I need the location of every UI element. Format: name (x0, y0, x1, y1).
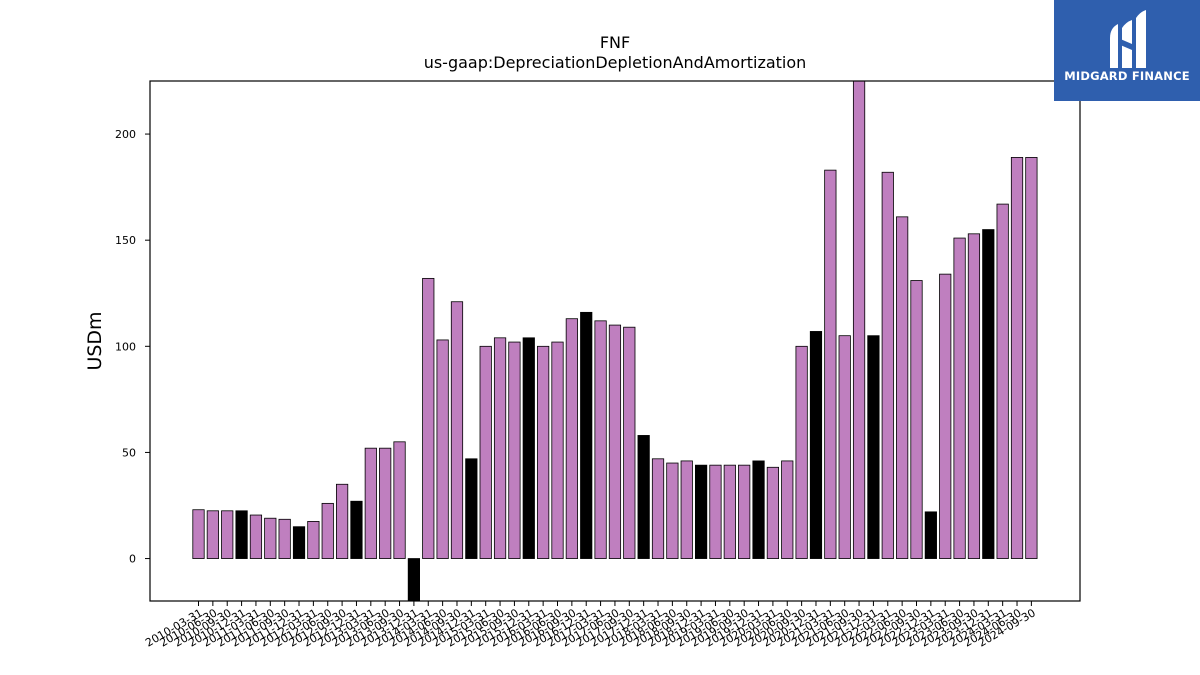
chart-title: FNF (600, 33, 630, 52)
x-axis-ticks: 2010-03-312010-06-302010-09-302010-12-31… (143, 601, 1038, 650)
bar-2021-12-31 (867, 335, 880, 559)
bar-2014-06-30 (436, 339, 449, 559)
bar-2013-06-30 (379, 447, 392, 559)
bar-2013-09-30 (393, 441, 406, 559)
bar-2011-03-31 (249, 514, 263, 559)
bar-2023-03-31 (939, 273, 952, 559)
bar-2011-12-31 (292, 526, 306, 559)
bar-2015-06-30 (493, 337, 507, 559)
bar-2024-06-30 (1010, 157, 1024, 559)
chart-subtitle: us-gaap:DepreciationDepletionAndAmortiza… (424, 53, 807, 72)
bar-2016-03-31 (537, 345, 550, 559)
bar-2020-09-30 (795, 345, 808, 559)
bar-2014-12-31 (465, 458, 478, 559)
brand-logo-mark-icon (1110, 10, 1146, 68)
bar-2019-09-30 (738, 464, 751, 559)
bar-2010-06-30 (206, 510, 219, 559)
bar-2023-09-30 (967, 233, 981, 559)
bar-2022-03-31 (881, 171, 894, 559)
bar-2015-09-30 (508, 341, 521, 559)
bar-2017-06-30 (608, 324, 622, 559)
brand-logo-text: MIDGARD FINANCE (1064, 69, 1190, 83)
bar-2022-06-30 (896, 216, 909, 559)
bar-2022-09-30 (910, 280, 923, 559)
y-tick-label: 200 (115, 128, 136, 141)
plot-frame (149, 80, 1081, 602)
bar-2021-06-30 (838, 335, 851, 559)
bar-2013-12-31 (407, 558, 421, 602)
bar-2015-12-31 (522, 337, 535, 559)
bar-2013-03-31 (364, 447, 377, 559)
bar-2022-12-31 (924, 511, 937, 559)
bar-2012-12-31 (350, 500, 363, 559)
bar-2018-03-31 (651, 458, 665, 559)
bars-group (192, 80, 1038, 602)
y-tick-label: 0 (129, 553, 136, 566)
bar-2014-03-31 (422, 277, 435, 559)
bar-2014-09-30 (450, 301, 464, 559)
bar-2011-09-30 (278, 518, 291, 559)
y-tick-label: 150 (115, 234, 136, 247)
bar-2023-12-31 (982, 229, 995, 559)
bar-2012-09-30 (335, 483, 349, 559)
y-axis-label: USDm (84, 311, 106, 370)
bar-2016-09-30 (565, 318, 578, 559)
bar-2010-09-30 (221, 510, 234, 559)
bar-2017-03-31 (594, 320, 607, 559)
brand-logo: MIDGARD FINANCE (1054, 0, 1200, 101)
bar-2024-03-31 (996, 203, 1009, 559)
y-axis-ticks: 0 50 100 150 200 (115, 128, 150, 566)
bar-2010-03-31 (192, 509, 205, 559)
bar-2020-06-30 (781, 460, 794, 559)
bar-2020-12-31 (809, 331, 823, 559)
bar-2019-03-31 (709, 464, 722, 559)
bar-2011-06-30 (264, 517, 277, 559)
bar-2018-12-31 (695, 464, 708, 559)
bar-2019-12-31 (752, 460, 765, 559)
bar-2017-12-31 (637, 435, 650, 559)
bar-2024-09-30 (1025, 157, 1038, 559)
bar-2017-09-30 (623, 326, 636, 559)
bar-2016-12-31 (580, 311, 593, 559)
bar-2018-06-30 (666, 462, 679, 559)
bar-2020-03-31 (766, 466, 780, 559)
bar-2012-03-31 (307, 521, 320, 559)
bar-2016-06-30 (551, 341, 564, 559)
bar-2021-09-30 (852, 80, 866, 559)
bar-2021-03-31 (824, 169, 837, 559)
bar-2015-03-31 (479, 345, 492, 559)
bar-2010-12-31 (235, 510, 248, 559)
bar-2018-09-30 (680, 460, 693, 559)
y-tick-label: 50 (122, 446, 136, 459)
bar-2012-06-30 (321, 502, 334, 559)
bar-2023-06-30 (953, 237, 966, 559)
y-tick-label: 100 (115, 340, 136, 353)
bar-2019-06-30 (723, 464, 736, 559)
